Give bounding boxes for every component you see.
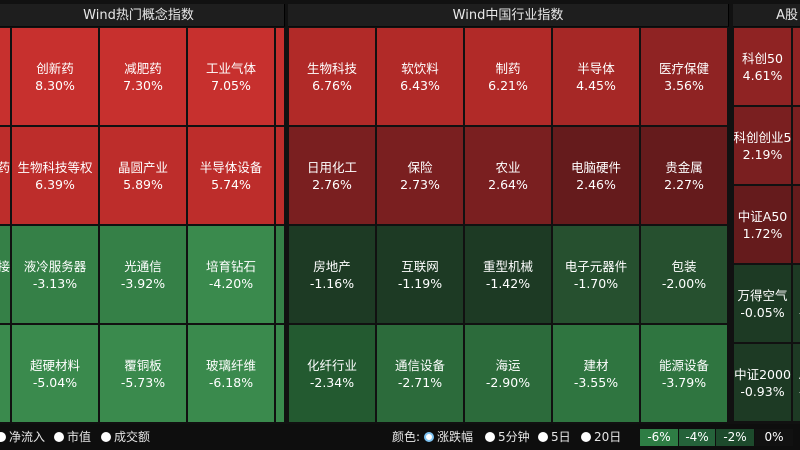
a-tile-1[interactable]: 科3 <box>792 27 800 106</box>
hot-tile-liquid-cooling[interactable]: 液冷服务器 -3.13% <box>11 225 99 324</box>
size-option-turnover[interactable]: 成交额 <box>101 424 150 450</box>
a-tile-wind-all-a[interactable]: 万得空气 -0.05% <box>733 264 792 343</box>
ind-tile-energy-equipment[interactable]: 能源设备 -3.79% <box>640 324 728 423</box>
color-option-20day[interactable]: 20日 <box>581 424 621 450</box>
ind-tile-internet[interactable]: 互联网 -1.19% <box>376 225 464 324</box>
radio-icon[interactable] <box>0 432 6 442</box>
hot-tile-ccl[interactable]: 覆铜板 -5.73% <box>99 324 187 423</box>
a-tile-3[interactable]: 上% <box>792 106 800 185</box>
ind-tile-building-materials[interactable]: 建材 -3.55% <box>552 324 640 423</box>
hot-tile-innovative-drug[interactable]: 创新药 8.30% <box>11 27 99 126</box>
ind-tile-chemical-fiber[interactable]: 化纤行业 -2.34% <box>288 324 376 423</box>
hot-tile-biotech-equal[interactable]: 生物科技等权 6.39% <box>11 126 99 225</box>
ind-tile-precious-metals[interactable]: 贵金属 2.27% <box>640 126 728 225</box>
ind-tile-real-estate[interactable]: 房地产 -1.16% <box>288 225 376 324</box>
legend-swatch: -4% <box>679 429 715 446</box>
hot-tile-5[interactable]: 药 <box>0 126 11 225</box>
hot-tile-industrial-gas[interactable]: 工业气体 7.05% <box>187 27 275 126</box>
hot-concepts-heatmap: 创新药 8.30% 减肥药 7.30% 工业气体 7.05% 药 生物科技等权 6.39… <box>0 27 285 424</box>
ind-tile-pharma[interactable]: 制药 6.21% <box>464 27 552 126</box>
ind-tile-heavy-machinery[interactable]: 重型机械 -1.42% <box>464 225 552 324</box>
radio-icon[interactable] <box>485 432 495 442</box>
hot-tile-superhard[interactable]: 超硬材料 -5.04% <box>11 324 99 423</box>
ind-tile-telecom-equipment[interactable]: 通信设备 -2.71% <box>376 324 464 423</box>
hot-concepts-panel: Wind热门概念指数 创新药 8.30% 减肥药 7.30% 工业气体 7.05% 药… <box>0 4 285 424</box>
hot-tile-wafer[interactable]: 晶圆产业 5.89% <box>99 126 187 225</box>
hot-tile-lab-diamond[interactable]: 培育钻石 -4.20% <box>187 225 275 324</box>
radio-icon[interactable] <box>54 432 64 442</box>
ind-tile-agriculture[interactable]: 农业 2.64% <box>464 126 552 225</box>
color-option-5min[interactable]: 5分钟 <box>485 424 530 450</box>
a-tile-7[interactable]: 国-0 <box>792 264 800 343</box>
ind-tile-packaging[interactable]: 包装 -2.00% <box>640 225 728 324</box>
ind-tile-soft-drinks[interactable]: 软饮料 6.43% <box>376 27 464 126</box>
radio-icon[interactable] <box>538 432 548 442</box>
ind-tile-shipping[interactable]: 海运 -2.90% <box>464 324 552 423</box>
hot-tile-0[interactable] <box>0 27 11 126</box>
footer-bar: 净流入 市值 成交额 颜色: 涨跌幅 5分钟 5日 20日 -6% -4% -2… <box>0 424 800 450</box>
hot-tile-semi-equipment[interactable]: 半导体设备 5.74% <box>187 126 275 225</box>
a-tile-csi-a50[interactable]: 中证A50 1.72% <box>733 185 792 264</box>
radio-icon[interactable] <box>581 432 591 442</box>
ind-tile-healthcare[interactable]: 医疗保健 3.56% <box>640 27 728 126</box>
ind-tile-electronic-components[interactable]: 电子元器件 -1.70% <box>552 225 640 324</box>
hot-tile-10[interactable]: 接 <box>0 225 11 324</box>
a-tile-9[interactable]: A- <box>792 343 800 422</box>
size-option-market-cap[interactable]: 市值 <box>54 424 91 450</box>
ind-tile-pc-hardware[interactable]: 电脑硬件 2.46% <box>552 126 640 225</box>
size-option-net-inflow[interactable]: 净流入 <box>0 424 45 450</box>
hot-tile-optical-comm[interactable]: 光通信 -3.92% <box>99 225 187 324</box>
ind-tile-semiconductor[interactable]: 半导体 4.45% <box>552 27 640 126</box>
hot-tile-19[interactable] <box>275 324 285 423</box>
a-share-title: A股 <box>733 4 800 27</box>
a-tile-star-chinext50[interactable]: 科创创业5 2.19% <box>733 106 792 185</box>
ind-tile-household-chem[interactable]: 日用化工 2.76% <box>288 126 376 225</box>
legend-swatch: -6% <box>640 429 678 446</box>
a-tile-star50[interactable]: 科创50 4.61% <box>733 27 792 106</box>
hot-tile-14[interactable] <box>275 225 285 324</box>
hot-tile-glass-fiber[interactable]: 玻璃纤维 -6.18% <box>187 324 275 423</box>
ind-tile-insurance[interactable]: 保险 2.73% <box>376 126 464 225</box>
hot-tile-4[interactable] <box>275 27 285 126</box>
hot-tile-9[interactable] <box>275 126 285 225</box>
color-option-5day[interactable]: 5日 <box>538 424 571 450</box>
hot-tile-weight-loss-drug[interactable]: 减肥药 7.30% <box>99 27 187 126</box>
industry-heatmap: 生物科技 6.76% 软饮料 6.43% 制药 6.21% 半导体 4.45% 医疗保健… <box>288 27 729 424</box>
legend-swatch: 0% <box>755 429 793 446</box>
a-tile-5[interactable]: 科 <box>792 185 800 264</box>
radio-selected-icon[interactable] <box>424 432 434 442</box>
color-option-change[interactable]: 涨跌幅 <box>424 424 473 450</box>
industry-panel: Wind中国行业指数 生物科技 6.76% 软饮料 6.43% 制药 6.21% 半导… <box>288 4 729 424</box>
legend-swatch: -2% <box>716 429 754 446</box>
ind-tile-biotech[interactable]: 生物科技 6.76% <box>288 27 376 126</box>
radio-icon[interactable] <box>101 432 111 442</box>
hot-tile-15[interactable] <box>0 324 11 423</box>
hot-concepts-title: Wind热门概念指数 <box>0 4 285 27</box>
a-tile-csi2000[interactable]: 中证2000 -0.93% <box>733 343 792 422</box>
color-label: 颜色: <box>392 430 421 444</box>
industry-title: Wind中国行业指数 <box>288 4 729 27</box>
